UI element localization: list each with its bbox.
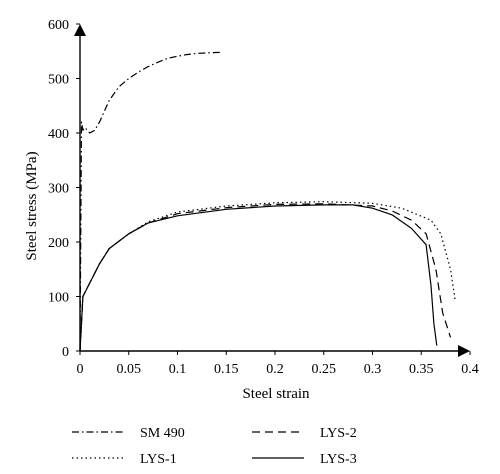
x-tick-label: 0.05 (117, 362, 142, 377)
y-tick-label: 100 (48, 291, 69, 306)
legend-label: SM 490 (140, 426, 185, 441)
y-tick-label: 500 (48, 73, 69, 88)
plot-series (79, 51, 456, 352)
legend-label: LYS-3 (320, 452, 357, 467)
x-tick-label: 0.2 (266, 362, 284, 377)
legend-label: LYS-1 (140, 452, 177, 467)
x-axis-title: Steel strain (242, 386, 310, 402)
x-tick-label: 0.15 (214, 362, 239, 377)
x-axis-arrow (458, 345, 470, 357)
y-tick-label: 400 (48, 127, 69, 142)
x-tick-label: 0.25 (312, 362, 337, 377)
legend-label: LYS-2 (320, 426, 357, 441)
y-tick-label: 300 (48, 182, 69, 197)
x-tick-label: 0.1 (169, 362, 187, 377)
series-line-sm-490 (79, 51, 222, 352)
y-axis-title: Steel stress (MPa) (24, 151, 40, 260)
series-line-lys-1 (79, 201, 456, 352)
legend: SM 490 LYS-2 LYS-1 LYS-3 (72, 426, 357, 467)
x-tick-label: 0.4 (461, 362, 479, 377)
x-tick-label: 0 (77, 362, 84, 377)
x-tick-label: 0.35 (409, 362, 434, 377)
series-line-lys-2 (79, 203, 452, 352)
axes (74, 24, 470, 357)
y-tick-label: 600 (48, 18, 69, 33)
y-tick-label: 200 (48, 236, 69, 251)
axis-ticks: 0 0.05 0.1 0.15 0.2 0.25 0.3 0.35 0.4 0 100 200 300 4… (48, 18, 479, 377)
y-tick-label: 0 (62, 345, 69, 360)
y-axis-arrow (74, 24, 86, 36)
series-line-lys-3 (79, 204, 438, 352)
x-tick-label: 0.3 (364, 362, 382, 377)
